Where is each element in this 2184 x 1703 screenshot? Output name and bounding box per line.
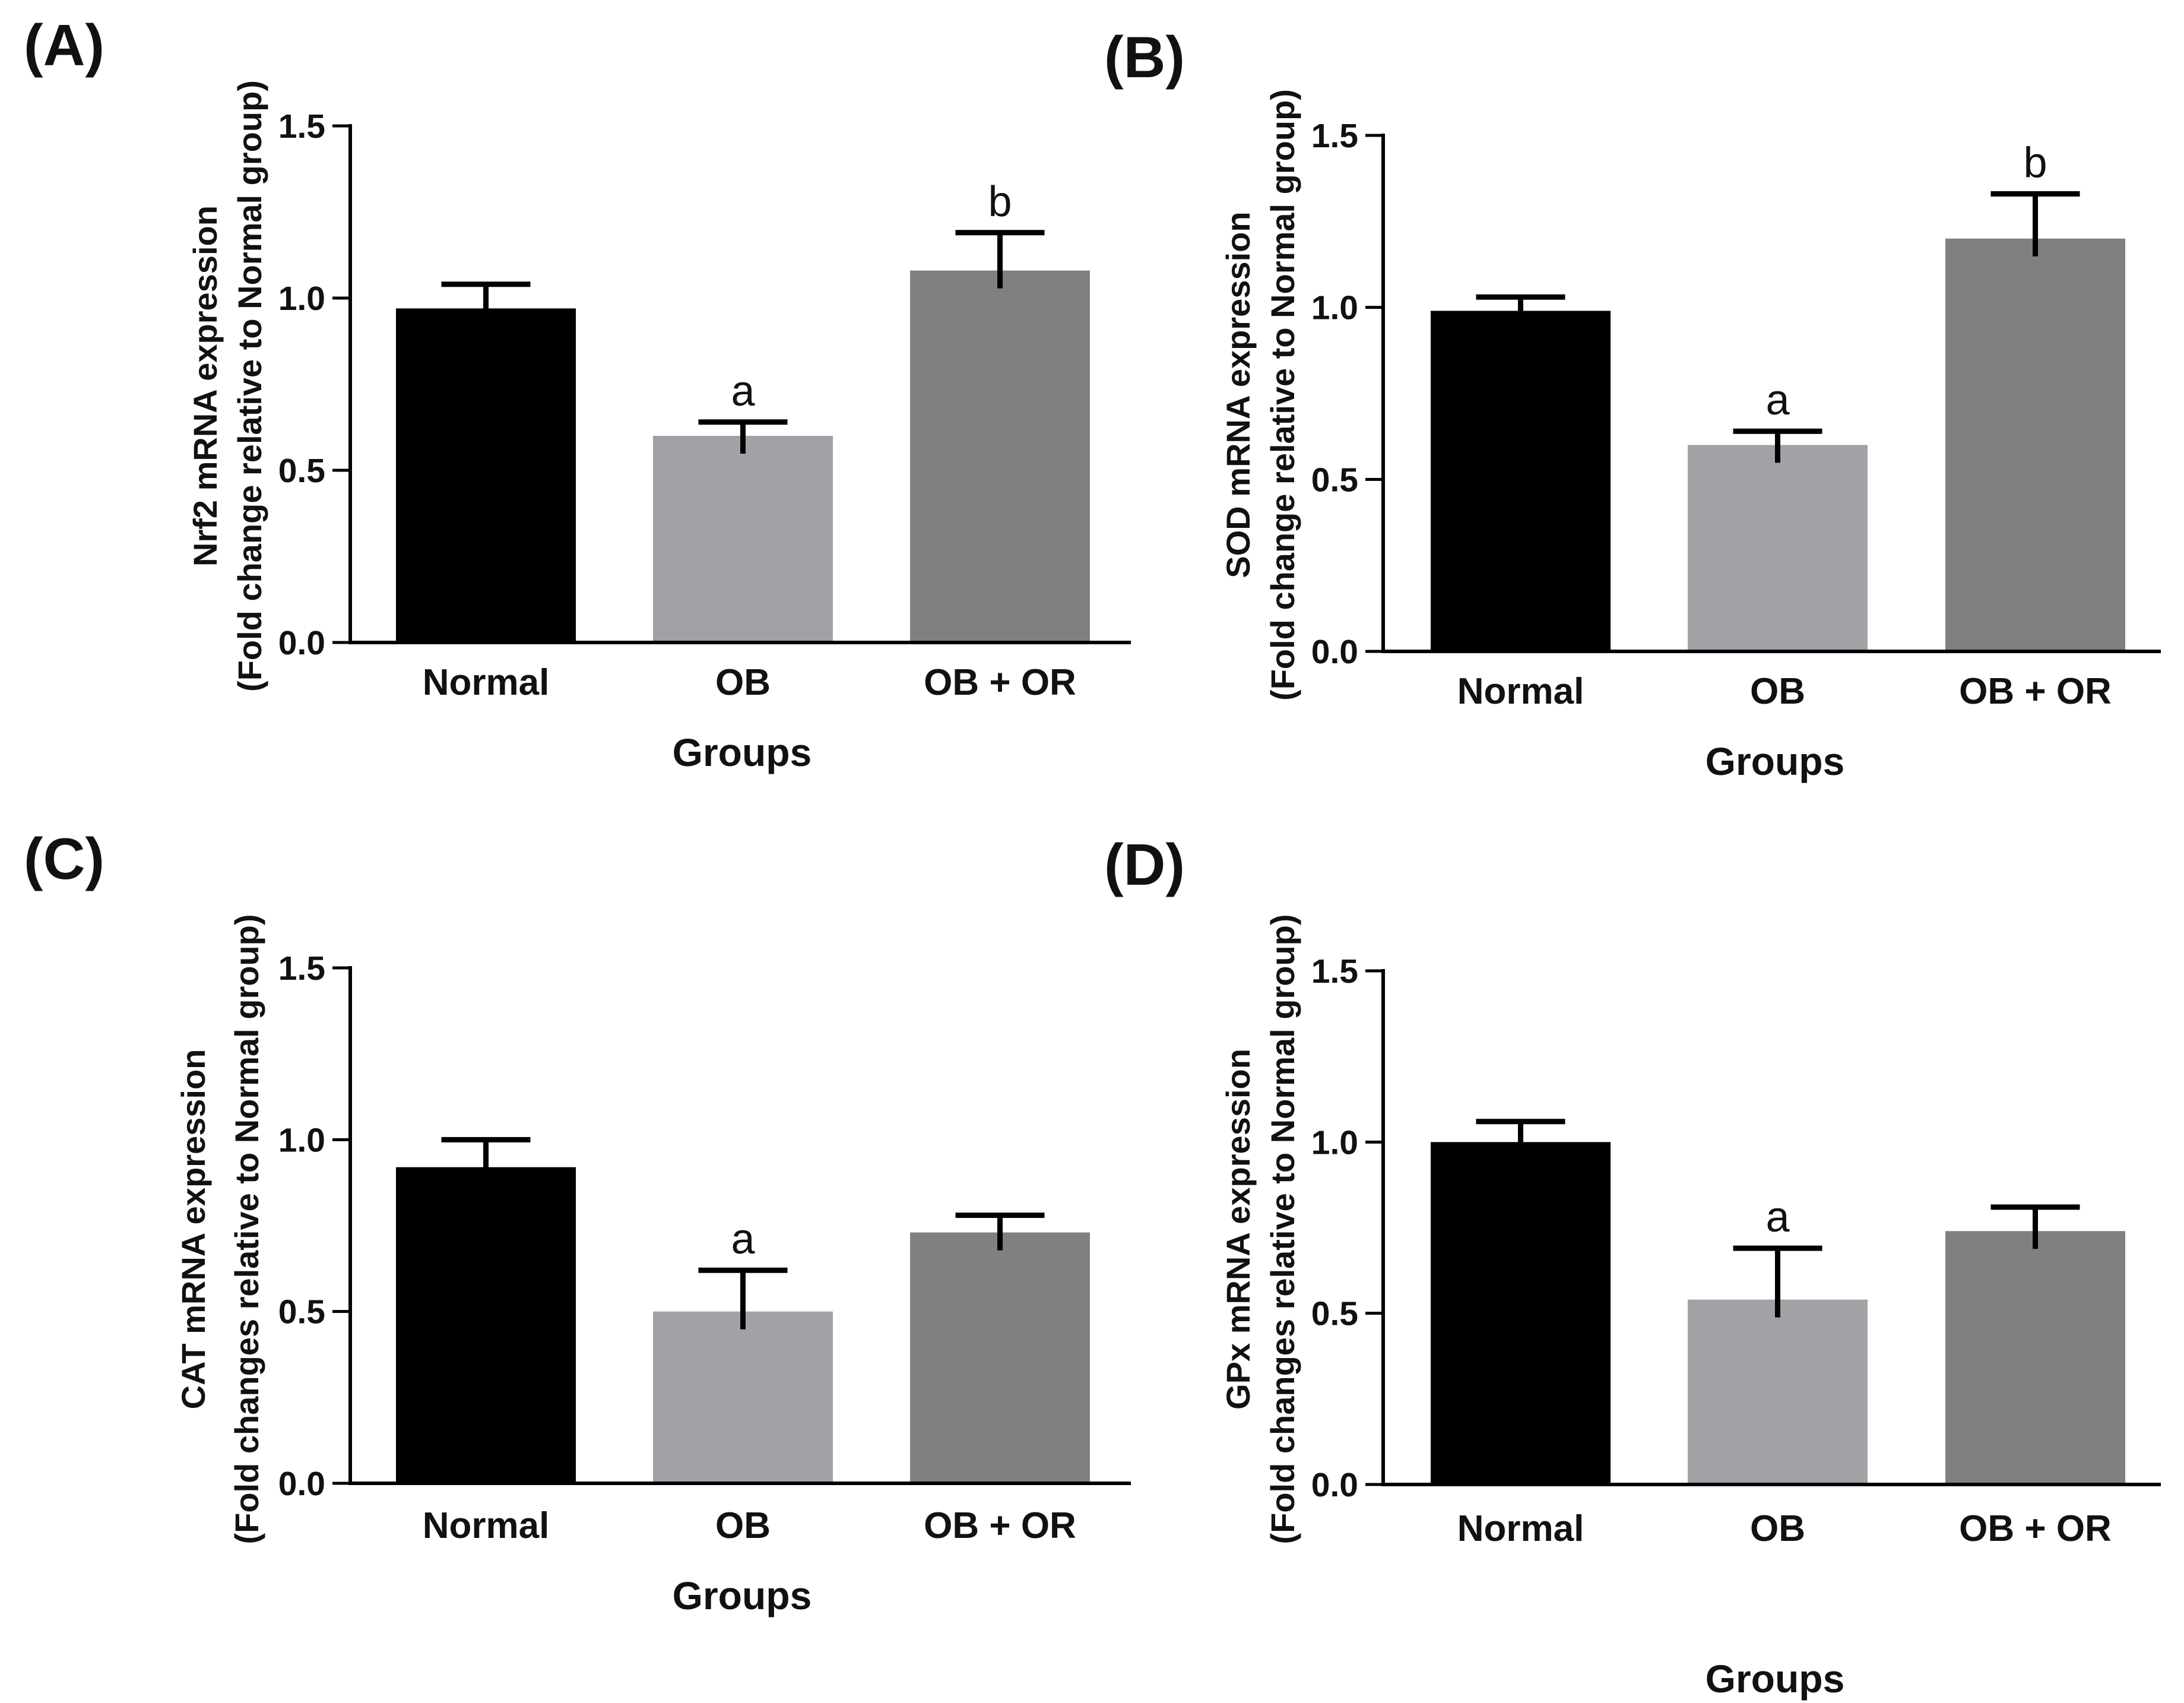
chart-panel-a: (A) a b 0.0 0.5 1.0 1.5 Normal OB OB + OR Groups Nr… [24,12,1131,774]
y-axis-label: CAT mRNA expression [175,1049,212,1410]
bar-normal [1431,311,1611,651]
x-axis-label: Groups [673,730,812,774]
error-bar [1990,1204,2080,1249]
bar-ob-or [1945,1231,2125,1484]
bar-ob [653,436,833,642]
error-bar [1476,294,1565,329]
y-axis-label-subtitle: (Fold change relative to Normal group) [231,80,268,692]
error-bar [1733,1245,1822,1318]
panel-label: (B) [1104,24,1185,90]
y-tick-label: 0.5 [278,1293,325,1331]
bar-ob-or [910,270,1090,643]
y-tick-label: 0.0 [278,1465,325,1503]
category-label: OB [715,662,771,703]
error-bar [955,230,1045,289]
category-label: OB + OR [924,662,1076,703]
error-bar [1990,191,2080,257]
y-tick-label: 1.5 [1311,117,1358,155]
y-tick-label: 1.0 [1311,1123,1358,1161]
y-axis-label: GPx mRNA expression [1219,1049,1257,1410]
error-bar [1733,428,1822,463]
y-tick-label: 1.5 [1311,952,1358,990]
category-label: Normal [423,662,550,703]
error-bar [441,1137,531,1185]
chart-panel-d: (D) a 0.0 0.5 1.0 1.5 Normal OB OB + OR Groups GPx… [1104,832,2161,1701]
error-bar [441,281,531,327]
bar-normal [396,308,576,642]
category-label: Normal [1457,1508,1584,1549]
y-tick-label: 1.0 [278,280,325,318]
bar-ob-or [1945,238,2125,651]
y-tick-label: 0.5 [1311,461,1358,499]
bar-normal [1431,1142,1611,1484]
category-label: OB [1750,671,1805,712]
error-bar [1476,1119,1565,1160]
y-tick-label: 1.5 [278,107,325,145]
category-label: OB + OR [1959,1508,2112,1549]
chart-panel-c: (C) a 0.0 0.5 1.0 1.5 Normal OB OB + OR Groups CAT… [24,826,1131,1617]
panel-label: (D) [1104,832,1185,897]
error-bar [698,419,788,454]
y-axis-label-subtitle: (Fold change relative to Normal group) [1264,89,1301,701]
y-tick-label: 0.5 [1311,1295,1358,1333]
y-tick-label: 0.0 [278,624,325,662]
x-axis-label: Groups [1706,1657,1845,1701]
chart-panel-b: (B) a b 0.0 0.5 1.0 1.5 Normal OB OB + OR Groups SO… [1104,24,2161,783]
error-bar [698,1267,788,1330]
significance-label: b [988,178,1012,226]
y-axis-label: SOD mRNA expression [1219,211,1257,578]
panel-label: (C) [24,826,104,891]
bar-ob [1688,1299,1868,1484]
y-tick-label: 1.0 [278,1121,325,1159]
y-tick-label: 0.0 [1311,633,1358,671]
significance-label: b [2023,139,2047,186]
bar-ob [1688,445,1868,651]
y-tick-label: 1.5 [278,949,325,987]
y-axis-label-subtitle: (Fold changes relative to Normal group) [1264,914,1301,1544]
y-axis-label-subtitle: (Fold changes relative to Normal group) [228,914,265,1544]
panel-label: (A) [24,12,104,78]
y-tick-label: 0.5 [278,452,325,490]
category-label: Normal [1457,671,1584,712]
error-bar [955,1213,1045,1251]
category-label: Normal [423,1505,550,1546]
category-label: OB [1750,1508,1805,1549]
bar-ob-or [910,1232,1090,1483]
x-axis-label: Groups [673,1574,812,1617]
y-tick-label: 0.0 [1311,1466,1358,1504]
category-label: OB + OR [1959,671,2112,712]
bar-ob [653,1311,833,1483]
bar-normal [396,1167,576,1483]
category-label: OB [715,1505,771,1546]
y-axis-label: Nrf2 mRNA expression [186,205,224,566]
x-axis-label: Groups [1706,739,1845,783]
significance-label: a [1765,376,1790,424]
significance-label: a [731,1215,755,1263]
significance-label: a [731,368,755,415]
y-tick-label: 1.0 [1311,289,1358,327]
significance-label: a [1765,1194,1790,1241]
category-label: OB + OR [924,1505,1076,1546]
